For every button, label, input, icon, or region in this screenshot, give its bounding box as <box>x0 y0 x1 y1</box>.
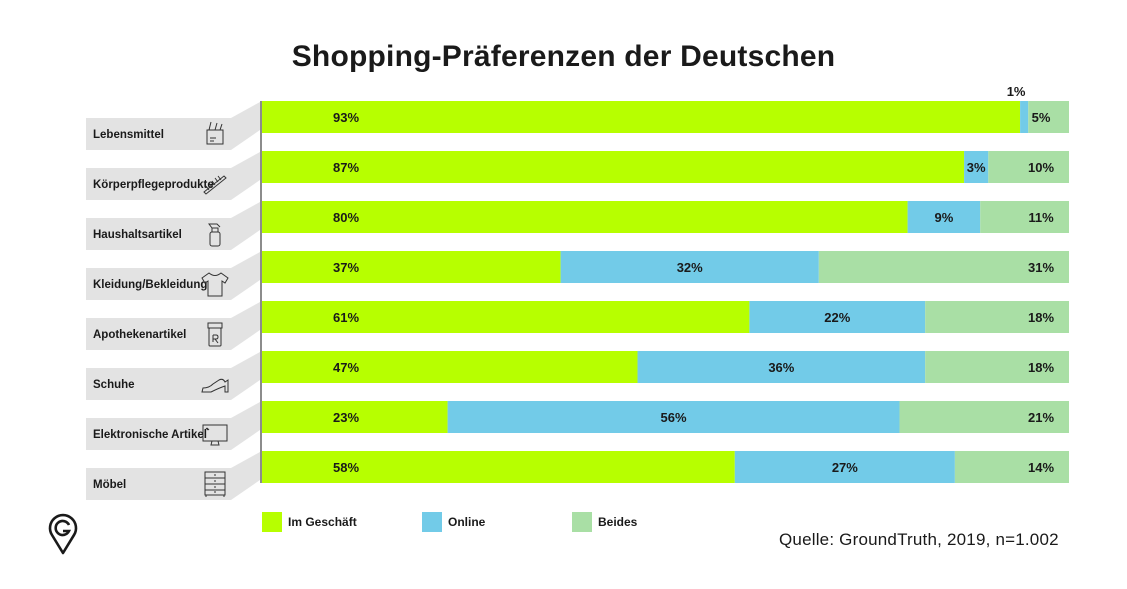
bar-segment <box>749 301 926 333</box>
data-label: 18% <box>1028 360 1054 375</box>
data-label: 31% <box>1028 260 1054 275</box>
bar-segment <box>262 101 1021 133</box>
legend-label-beides: Beides <box>598 515 638 529</box>
category-label-box <box>86 152 260 200</box>
category-label-box <box>86 202 260 250</box>
bar-segment <box>907 201 981 233</box>
bar-segment <box>262 301 750 333</box>
legend-item-online: Online <box>422 512 485 532</box>
legend-item-im-geschaeft: Im Geschäft <box>262 512 357 532</box>
category-label-box <box>86 352 260 400</box>
data-label: 87% <box>333 160 359 175</box>
bar-segment <box>262 151 965 183</box>
category-label: Apothekenartikel <box>93 329 186 341</box>
legend-item-beides: Beides <box>572 512 637 532</box>
bar-segment <box>560 251 819 283</box>
bar-segment <box>925 351 1069 383</box>
data-label: 32% <box>677 260 703 275</box>
bar-segment <box>899 401 1069 433</box>
data-label: 47% <box>333 360 359 375</box>
bar-segment <box>1028 101 1069 133</box>
category-label: Schuhe <box>93 379 135 391</box>
category-label-box <box>86 302 260 350</box>
category-label: Lebensmittel <box>93 129 164 141</box>
pill-bottle-icon <box>207 322 223 347</box>
legend-swatch-online <box>422 512 442 532</box>
bar-segment <box>1020 101 1029 133</box>
data-label: 36% <box>768 360 794 375</box>
bar-segment <box>262 451 735 483</box>
bar-segment <box>980 201 1069 233</box>
data-label: 37% <box>333 260 359 275</box>
legend-label-im-geschaeft: Im Geschäft <box>288 515 357 529</box>
data-label: 58% <box>333 460 359 475</box>
bar-segment <box>262 251 561 283</box>
legend-label-online: Online <box>448 515 486 529</box>
bar-segment <box>262 401 448 433</box>
data-label: 93% <box>333 110 359 125</box>
category-label: Körperpflegeprodukte <box>93 179 214 191</box>
category-label: Haushaltsartikel <box>93 229 182 241</box>
bar-segment <box>262 201 908 233</box>
data-label: 27% <box>832 460 858 475</box>
bar-segment <box>262 351 638 383</box>
category-label-box <box>86 252 260 300</box>
data-label: 11% <box>1028 210 1054 225</box>
data-label: 1% <box>1007 84 1026 99</box>
source-note: Quelle: GroundTruth, 2019, n=1.002 <box>779 530 1059 549</box>
grocery-bag-icon <box>206 121 224 145</box>
data-label: 80% <box>333 210 359 225</box>
comb-icon <box>203 175 227 195</box>
tshirt-icon <box>201 272 229 297</box>
shoe-icon <box>201 378 229 393</box>
dresser-icon <box>204 471 226 497</box>
bar-segment <box>818 251 1069 283</box>
category-label-box <box>86 452 260 500</box>
data-label: 61% <box>333 310 359 325</box>
category-label-box <box>86 402 260 450</box>
spray-bottle-icon <box>208 223 221 247</box>
data-label: 9% <box>935 210 954 225</box>
legend-swatch-im-geschaeft <box>262 512 282 532</box>
bar-segment <box>925 301 1069 333</box>
data-label: 3% <box>967 160 986 175</box>
data-label: 22% <box>824 310 850 325</box>
chart-title: Shopping-Präferenzen der Deutschen <box>291 40 836 73</box>
category-label: Möbel <box>93 479 126 491</box>
bar-segment <box>964 151 989 183</box>
bar-segment <box>637 351 926 383</box>
data-label: 23% <box>333 410 359 425</box>
category-label: Elektronische Artikel <box>93 429 207 441</box>
monitor-icon <box>202 424 228 446</box>
bar-segment <box>734 451 955 483</box>
groundtruth-logo-icon <box>48 513 78 555</box>
legend: Im Geschäft Online Beides <box>262 512 762 534</box>
bar-segment <box>988 151 1069 183</box>
bar-segment <box>447 401 900 433</box>
category-label: Kleidung/Bekleidung <box>93 279 207 291</box>
category-label-box <box>86 102 260 150</box>
data-label: 56% <box>661 410 687 425</box>
data-label: 21% <box>1028 410 1054 425</box>
bar-segment <box>954 451 1069 483</box>
legend-swatch-beides <box>572 512 592 532</box>
data-label: 10% <box>1028 160 1054 175</box>
data-label: 18% <box>1028 310 1054 325</box>
data-label: 14% <box>1028 460 1054 475</box>
data-label: 5% <box>1032 110 1051 125</box>
